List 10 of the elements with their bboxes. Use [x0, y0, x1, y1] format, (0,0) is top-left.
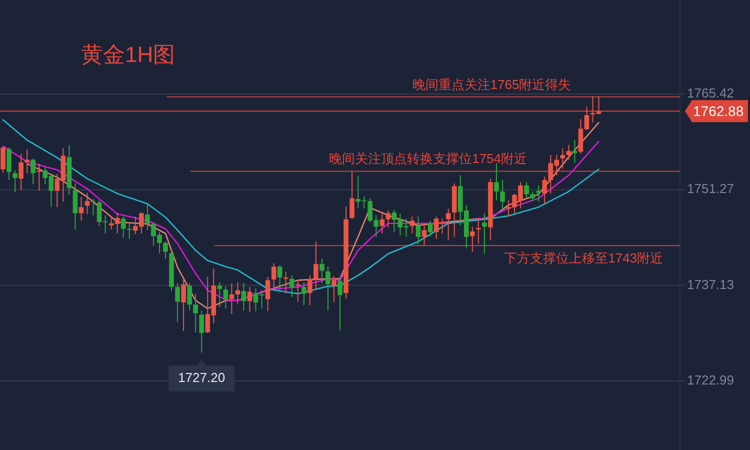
y-tick-label: 1751.27 [687, 181, 734, 196]
ref-line-label: 下方支撑位上移至1743附近 [504, 250, 663, 266]
text: 黄金1H图 [81, 42, 176, 67]
ref-line-label: 晚间关注顶点转换支撑位1754附近 [329, 151, 527, 166]
ref-line-label: 晚间重点关注1765附近得失 [412, 76, 572, 92]
y-tick-label: 1737.13 [687, 276, 734, 292]
y-tick-label: 1722.99 [687, 372, 734, 388]
y-tick-label: 1765.42 [687, 85, 734, 100]
ref-line-label: 1762.88 [693, 102, 744, 119]
annotation: 1727.20 [178, 370, 226, 386]
